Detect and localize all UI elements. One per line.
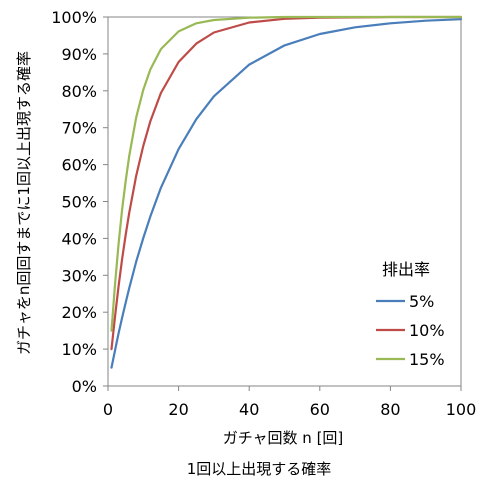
legend-title: 排出率 xyxy=(382,260,430,279)
x-tick-label: 100 xyxy=(446,400,477,419)
series-line-0 xyxy=(110,18,463,369)
y-axis-title: ガチャをn回回すまでに1回以上出現する確率 xyxy=(15,51,33,355)
y-tick-label: 0% xyxy=(72,377,97,396)
x-axis-title: ガチャ回数 n [回] xyxy=(223,429,344,447)
legend-label: 15% xyxy=(409,350,445,369)
y-tick-label: 70% xyxy=(61,119,97,138)
legend-label: 5% xyxy=(409,292,434,311)
y-tick-label: 80% xyxy=(61,82,97,101)
y-axis-ticks: 0% 10% 20% 30% 40% 50% 60% 70% 80% 90% 100% xyxy=(51,8,108,396)
y-tick-label: 60% xyxy=(61,156,97,175)
chart-caption: 1回以上出現する確率 xyxy=(187,460,332,478)
x-tick-label: 80 xyxy=(380,400,400,419)
y-tick-label: 10% xyxy=(61,340,97,359)
x-axis-ticks: 0 20 40 60 80 100 xyxy=(103,386,476,419)
y-tick-label: 20% xyxy=(61,303,97,322)
y-tick-label: 50% xyxy=(61,193,97,212)
y-tick-label: 90% xyxy=(61,45,97,64)
x-tick-label: 60 xyxy=(310,400,330,419)
series-line-2 xyxy=(110,15,463,332)
y-tick-label: 40% xyxy=(61,229,97,248)
x-tick-label: 0 xyxy=(103,400,113,419)
x-tick-label: 40 xyxy=(239,400,259,419)
y-tick-label: 100% xyxy=(51,8,97,27)
legend: 排出率 5% 10% 15% xyxy=(376,260,445,369)
series-lines xyxy=(110,15,463,369)
y-tick-label: 30% xyxy=(61,266,97,285)
legend-label: 10% xyxy=(409,321,445,340)
x-tick-label: 20 xyxy=(168,400,188,419)
